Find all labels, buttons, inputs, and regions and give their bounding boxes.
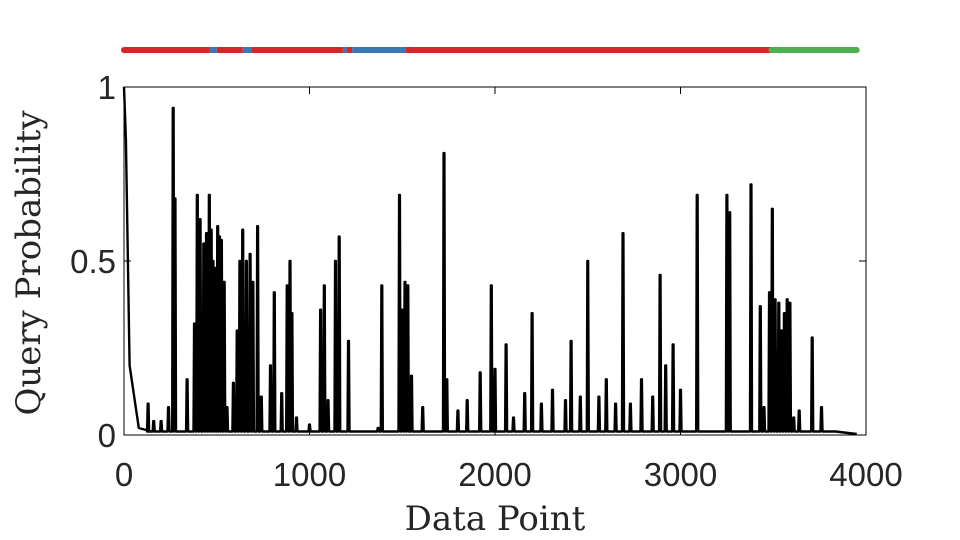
y-tick-label: 0.5 — [70, 243, 116, 280]
y-axis: 00.51 — [70, 69, 866, 454]
x-axis: 0 1000 2000 3000 4000 — [115, 87, 903, 493]
x-tick-label: 3000 — [644, 456, 717, 493]
y-tick-label: 1 — [98, 69, 116, 106]
x-tick-label: 4000 — [829, 456, 902, 493]
y-tick-label: 0 — [98, 417, 116, 454]
series-layer — [122, 86, 857, 436]
x-tick-label: 0 — [115, 456, 133, 493]
x-axis-label: Data Point — [405, 499, 586, 539]
x-tick-label: 2000 — [458, 456, 531, 493]
y-axis-label: Query Probability — [9, 110, 49, 416]
x-tick-label: 1000 — [273, 456, 346, 493]
